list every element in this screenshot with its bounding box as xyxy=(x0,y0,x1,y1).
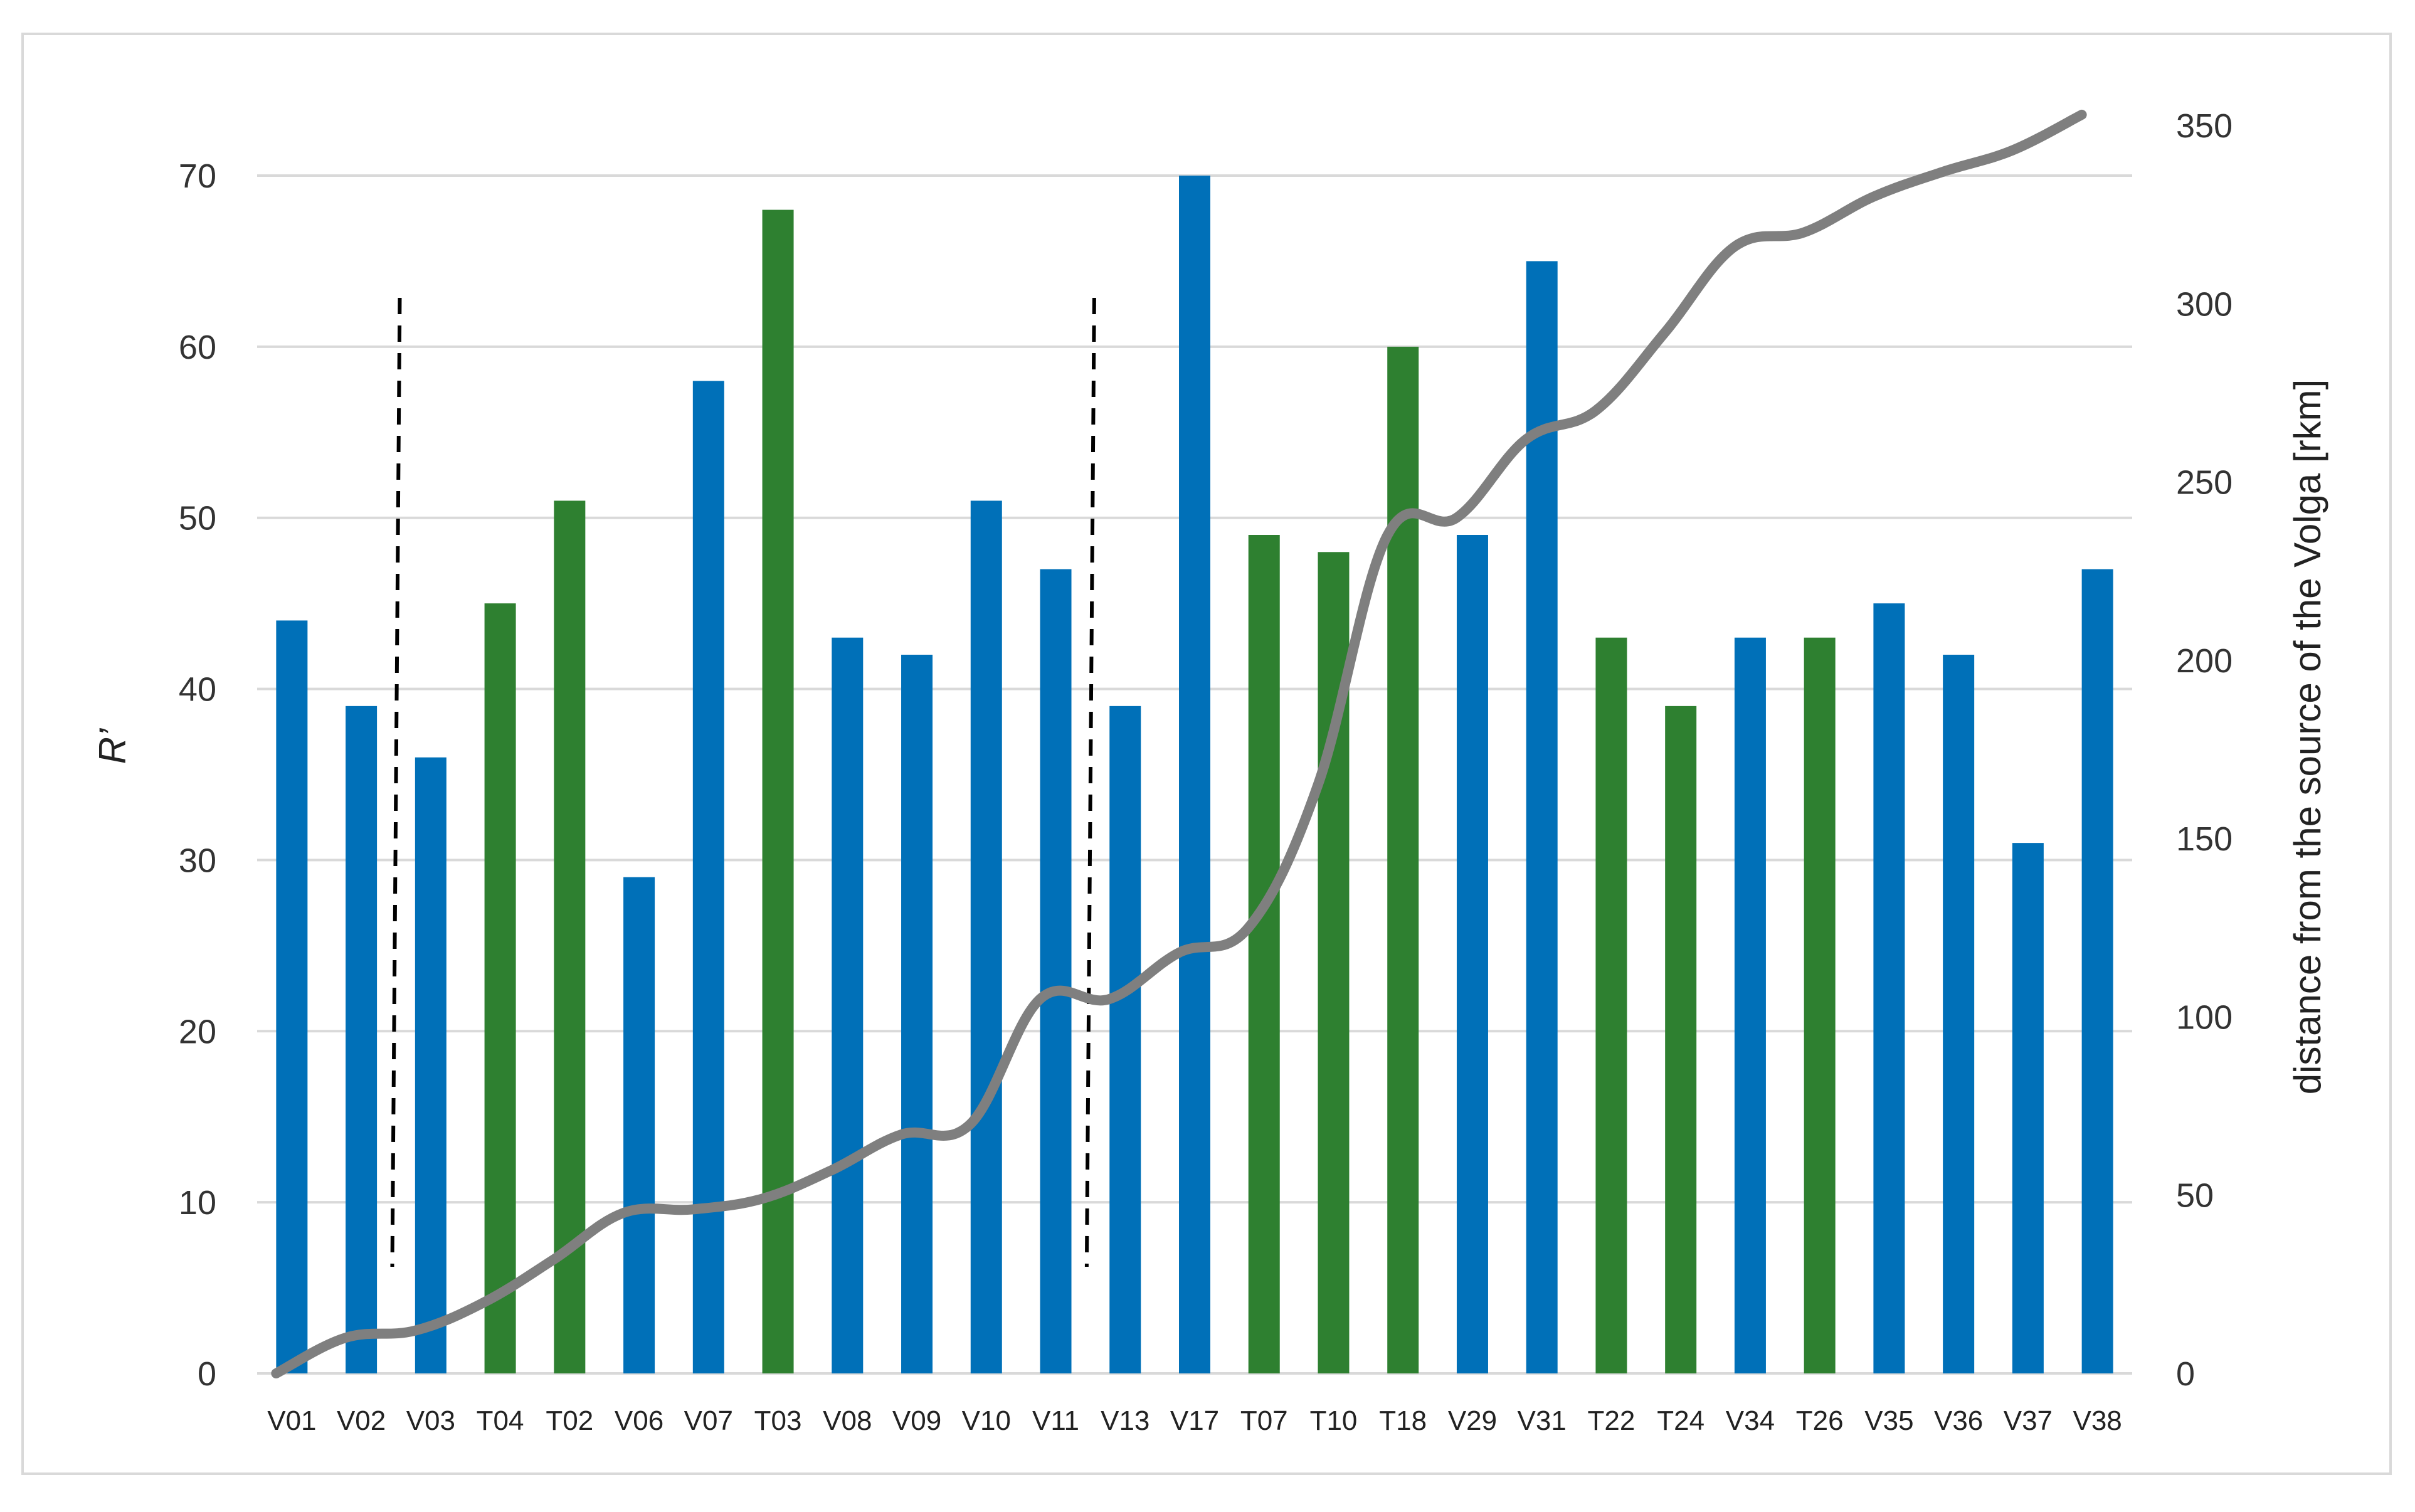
x-tick-label: T03 xyxy=(754,1405,802,1436)
x-tick-label: V35 xyxy=(1864,1405,1913,1436)
bar xyxy=(762,209,794,1374)
x-tick-label: V06 xyxy=(615,1405,663,1436)
x-tick-label: V07 xyxy=(684,1405,733,1436)
y2-tick-label: 250 xyxy=(2176,464,2233,502)
bar xyxy=(1734,637,1766,1373)
bar xyxy=(2012,843,2044,1373)
bar xyxy=(970,500,1002,1373)
x-tick-label: V36 xyxy=(1934,1405,1983,1436)
bar xyxy=(415,757,447,1373)
y-tick-label: 20 xyxy=(179,1013,216,1050)
left-axis-ticks: 0 10 20 30 40 50 60 70 xyxy=(179,157,216,1393)
x-tick-label: V13 xyxy=(1101,1405,1149,1436)
bar xyxy=(901,655,933,1373)
bar xyxy=(484,603,516,1374)
bar xyxy=(623,877,655,1373)
bar xyxy=(276,620,308,1373)
y2-axis-title: distance from the source of the Volga [r… xyxy=(2286,379,2328,1095)
bar xyxy=(1456,535,1488,1373)
bar xyxy=(1387,346,1419,1373)
bar xyxy=(554,500,586,1373)
distance-line-series xyxy=(271,109,2087,1378)
x-tick-label: T10 xyxy=(1310,1405,1358,1436)
bar xyxy=(1873,603,1905,1374)
bar xyxy=(1943,655,1975,1373)
bar xyxy=(832,637,864,1373)
x-tick-label: V09 xyxy=(892,1405,941,1436)
x-tick-label: V38 xyxy=(2073,1405,2122,1436)
x-tick-label: V34 xyxy=(1726,1405,1775,1436)
x-axis-ticks: V01 V02 V03 T04 T02 V06 V07 T03 V08 V09 V10 V11 V13 V… xyxy=(267,1405,2122,1436)
y2-tick-label: 350 xyxy=(2176,107,2233,145)
bar xyxy=(1595,637,1627,1373)
bar xyxy=(1665,706,1697,1373)
x-tick-label: T22 xyxy=(1588,1405,1636,1436)
distance-line xyxy=(271,109,2087,1378)
x-tick-label: V31 xyxy=(1518,1405,1567,1436)
y2-tick-label: 0 xyxy=(2176,1355,2195,1393)
y-tick-label: 0 xyxy=(198,1355,216,1393)
x-tick-label: V02 xyxy=(337,1405,386,1436)
y-tick-label: 60 xyxy=(179,329,216,366)
bar xyxy=(692,381,724,1373)
bar xyxy=(1179,176,1210,1373)
x-tick-label: T26 xyxy=(1796,1405,1844,1436)
x-tick-label: T24 xyxy=(1657,1405,1704,1436)
x-tick-label: V03 xyxy=(406,1405,455,1436)
y2-tick-label: 150 xyxy=(2176,820,2233,858)
x-tick-label: V37 xyxy=(2004,1405,2053,1436)
y-tick-label: 30 xyxy=(179,842,216,879)
x-tick-label: V10 xyxy=(962,1405,1011,1436)
y-tick-label: 40 xyxy=(179,671,216,709)
bar xyxy=(1109,706,1141,1373)
bar xyxy=(2081,569,2113,1373)
x-tick-label: T04 xyxy=(477,1405,524,1436)
x-tick-label: V29 xyxy=(1448,1405,1497,1436)
x-tick-label: V01 xyxy=(267,1405,316,1436)
y-tick-label: 10 xyxy=(179,1184,216,1222)
x-tick-label: T18 xyxy=(1379,1405,1427,1436)
bar xyxy=(346,706,378,1373)
x-tick-label: T02 xyxy=(546,1405,593,1436)
y-tick-label: 70 xyxy=(179,157,216,195)
divider-dashed-line xyxy=(390,297,402,1267)
x-tick-label: V17 xyxy=(1170,1405,1219,1436)
divider-lines xyxy=(390,297,1096,1267)
bar xyxy=(1804,637,1836,1373)
bar xyxy=(1248,535,1280,1373)
y2-tick-label: 300 xyxy=(2176,285,2233,323)
y2-tick-label: 200 xyxy=(2176,642,2233,680)
right-axis-ticks: 0 50 100 150 200 250 300 350 xyxy=(2176,107,2233,1393)
y2-tick-label: 50 xyxy=(2176,1177,2214,1215)
y2-tick-label: 100 xyxy=(2176,998,2233,1036)
bar-series xyxy=(276,176,2113,1374)
bar xyxy=(1040,569,1072,1373)
x-tick-label: V08 xyxy=(823,1405,872,1436)
bar xyxy=(1526,261,1558,1373)
divider-dashed-line xyxy=(1084,297,1096,1267)
x-tick-label: T07 xyxy=(1240,1405,1288,1436)
y-axis-title: R’ xyxy=(92,727,134,764)
x-tick-label: V11 xyxy=(1032,1405,1079,1436)
y-tick-label: 50 xyxy=(179,500,216,537)
